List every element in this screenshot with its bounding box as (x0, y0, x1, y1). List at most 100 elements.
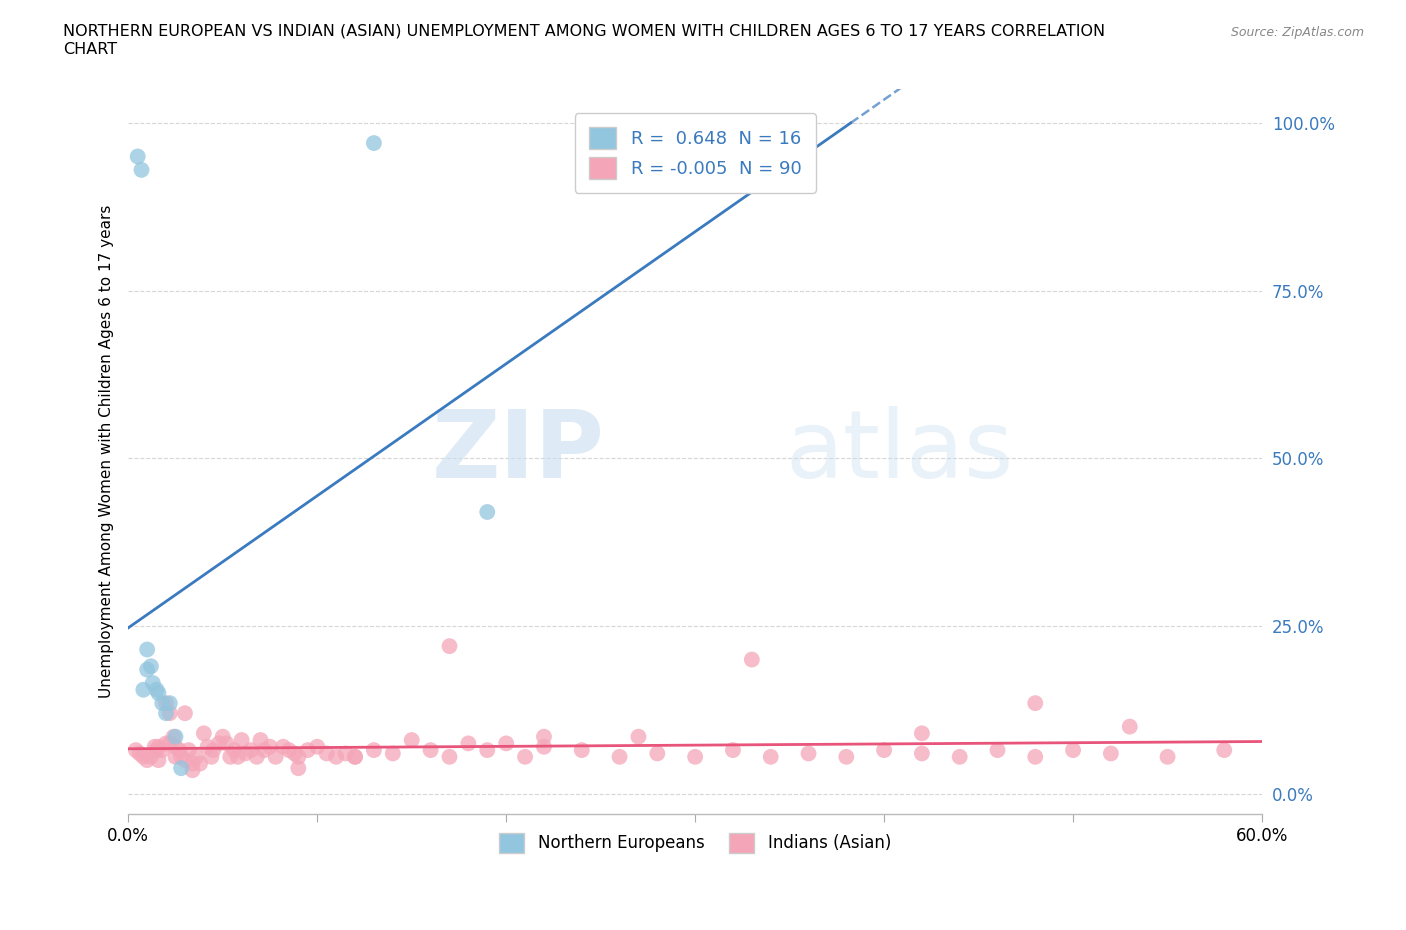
Point (159, 706, 181, 721)
Point (271, 739, 294, 754)
Point (174, 706, 197, 721)
Point (145, 743, 167, 758)
Point (159, 736, 181, 751)
Point (139, 658, 162, 673)
Point (170, 761, 193, 776)
Point (240, 743, 263, 758)
Point (170, 750, 193, 764)
Point (533, 729, 555, 744)
Point (949, 750, 972, 764)
Point (136, 642, 159, 657)
Point (197, 739, 219, 754)
Point (202, 743, 225, 758)
Point (246, 750, 269, 764)
Point (297, 743, 319, 758)
Point (155, 696, 177, 711)
Point (136, 752, 159, 767)
Point (181, 763, 204, 777)
Point (759, 750, 782, 764)
Point (287, 750, 309, 764)
Point (533, 739, 555, 754)
Point (513, 750, 536, 764)
Point (835, 750, 858, 764)
Point (477, 743, 499, 758)
Point (253, 743, 276, 758)
Text: NORTHERN EUROPEAN VS INDIAN (ASIAN) UNEMPLOYMENT AMONG WOMEN WITH CHILDREN AGES : NORTHERN EUROPEAN VS INDIAN (ASIAN) UNEM… (63, 23, 1105, 38)
Point (647, 746, 669, 761)
Point (181, 756, 204, 771)
Point (1213, 743, 1236, 758)
Point (343, 750, 366, 764)
Point (132, 683, 155, 698)
Point (165, 739, 187, 754)
Point (609, 750, 631, 764)
Point (148, 739, 170, 754)
Point (283, 746, 305, 761)
Point (177, 743, 200, 758)
Point (169, 743, 191, 758)
Point (208, 736, 231, 751)
Point (165, 729, 187, 744)
Point (911, 746, 934, 761)
Point (335, 746, 357, 761)
Point (186, 750, 208, 764)
Point (132, 750, 155, 764)
Point (231, 733, 253, 748)
Point (1024, 750, 1046, 764)
Y-axis label: Unemployment Among Women with Children Ages 6 to 17 years: Unemployment Among Women with Children A… (100, 205, 114, 698)
Point (193, 726, 215, 741)
Point (419, 743, 441, 758)
Point (155, 736, 177, 751)
Point (363, 743, 385, 758)
Point (381, 746, 404, 761)
Point (143, 739, 166, 754)
Point (150, 696, 173, 711)
Point (1119, 719, 1142, 734)
Point (139, 750, 162, 764)
Point (222, 743, 245, 758)
Text: ZIP: ZIP (432, 405, 605, 498)
Point (235, 746, 257, 761)
Point (142, 675, 165, 690)
Point (873, 743, 896, 758)
Legend: Northern Europeans, Indians (Asian): Northern Europeans, Indians (Asian) (492, 826, 897, 860)
Point (148, 752, 170, 767)
Point (264, 750, 287, 764)
Point (571, 743, 593, 758)
Point (1024, 696, 1046, 711)
Point (401, 733, 423, 748)
Point (226, 750, 249, 764)
Point (162, 729, 184, 744)
Point (457, 736, 479, 751)
Point (150, 743, 173, 758)
Point (127, 149, 149, 164)
Point (627, 729, 650, 744)
Text: atlas: atlas (786, 405, 1014, 498)
Point (343, 750, 366, 764)
Point (986, 743, 1008, 758)
Point (363, 136, 385, 151)
Point (249, 733, 271, 748)
Point (911, 726, 934, 741)
Point (165, 750, 187, 764)
Point (155, 706, 177, 721)
Point (495, 736, 517, 751)
Point (741, 652, 763, 667)
Point (131, 163, 153, 178)
Point (188, 756, 211, 771)
Point (1156, 750, 1178, 764)
Point (136, 662, 159, 677)
Text: Source: ZipAtlas.com: Source: ZipAtlas.com (1230, 26, 1364, 39)
Point (125, 743, 148, 758)
Point (307, 739, 329, 754)
Point (174, 752, 197, 767)
Point (721, 743, 744, 758)
Point (148, 685, 170, 700)
Point (1099, 746, 1122, 761)
Point (315, 746, 337, 761)
Point (259, 739, 281, 754)
Point (439, 750, 461, 764)
Point (145, 683, 167, 698)
Point (211, 729, 233, 744)
Point (797, 746, 820, 761)
